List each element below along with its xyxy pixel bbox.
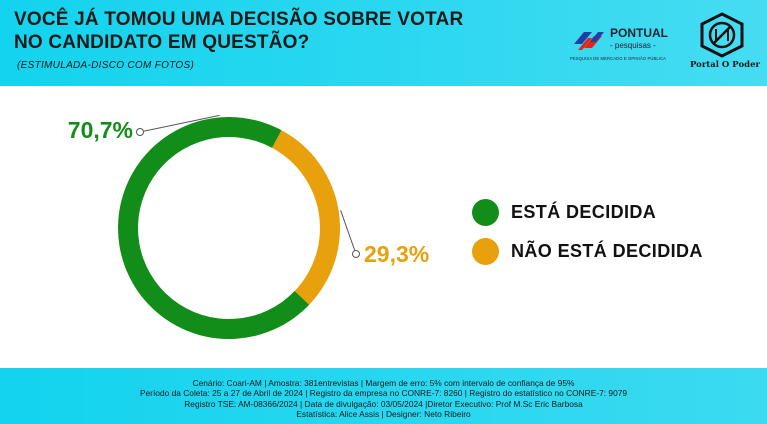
portal-o-poder-logo-icon xyxy=(700,12,744,58)
pontual-name: PONTUAL xyxy=(610,26,668,40)
footer-notes: Cenário: Coari-AM | Amostra: 381entrevis… xyxy=(0,378,767,419)
pontual-subtitle: - pesquisas - xyxy=(610,41,656,50)
legend-label-undecided: NÃO ESTÁ DECIDIDA xyxy=(511,240,703,261)
page-subtitle: (ESTIMULADA-DISCO COM FOTOS) xyxy=(17,60,195,71)
header-banner: VOCÊ JÁ TOMOU UMA DECISÃO SOBRE VOTAR NO… xyxy=(0,0,767,86)
legend-label-decided: ESTÁ DECIDIDA xyxy=(511,201,657,222)
donut-slice-decided xyxy=(118,117,310,340)
footer-line-period: Período da Coleta: 25 a 27 de Abril de 2… xyxy=(139,388,628,399)
data-label-decided: 70,7% xyxy=(68,117,133,143)
leader-dot xyxy=(352,250,360,258)
leader-line xyxy=(340,210,357,255)
leader-dot xyxy=(136,128,144,136)
pontual-tagline: PESQUISA DE MERCADO E OPINIÃO PÚBLICA xyxy=(570,56,667,61)
donut-chart: 70,7% 29,3% xyxy=(68,114,429,340)
legend-swatch-decided xyxy=(472,198,499,226)
legend-item-undecided: NÃO ESTÁ DECIDIDA xyxy=(472,237,762,265)
page-title: VOCÊ JÁ TOMOU UMA DECISÃO SOBRE VOTAR NO… xyxy=(14,9,464,53)
donut-slice-undecided xyxy=(272,130,341,305)
footer-banner: Cenário: Coari-AM | Amostra: 381entrevis… xyxy=(0,368,767,424)
footer-line-scenario: Cenário: Coari-AM | Amostra: 381entrevis… xyxy=(192,378,575,388)
portal-o-poder-name: Portal O Poder xyxy=(690,60,760,70)
pontual-logo-icon xyxy=(574,32,604,50)
legend-item-decided: ESTÁ DECIDIDA xyxy=(472,198,762,226)
chart-legend: ESTÁ DECIDIDA NÃO ESTÁ DECIDIDA xyxy=(472,198,762,276)
pontual-logo: PONTUAL - pesquisas - PESQUISA DE MERCAD… xyxy=(570,26,670,66)
legend-swatch-undecided xyxy=(472,237,499,265)
footer-line-credits: Estatística: Alice Assis | Designer: Net… xyxy=(296,408,471,419)
footer-line-registration: Registro TSE: AM-08366/2024 | Data de di… xyxy=(184,398,583,409)
leader-line xyxy=(139,114,220,133)
data-label-undecided: 29,3% xyxy=(364,241,429,267)
portal-o-poder-logo: Portal O Poder xyxy=(690,12,760,78)
